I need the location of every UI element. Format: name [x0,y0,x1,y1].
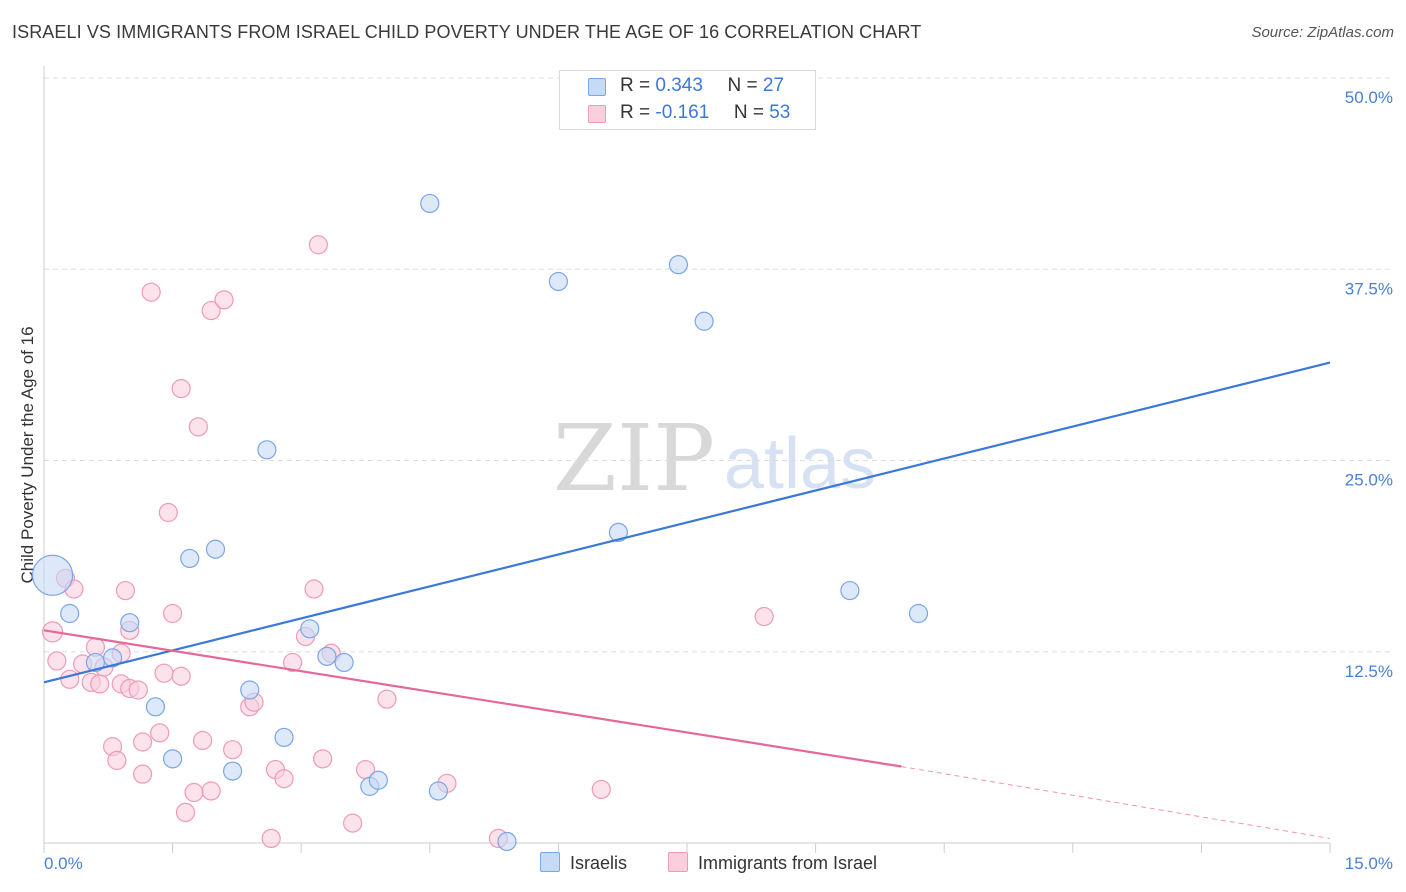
data-point-israelis [163,749,183,769]
legend-r-label: R = [620,75,651,96]
source-label: Source: ZipAtlas.com [1251,24,1394,41]
data-point-israelis [180,548,200,569]
trend-line-israelis [43,361,1331,684]
data-point-immigrants [115,580,136,601]
data-point-israelis [840,580,860,601]
data-point-immigrants [283,652,303,673]
data-point-israelis [428,781,448,801]
legend-swatch-blue [588,78,606,96]
bottom-legend-label-immigrants: Immigrants from Israel [698,853,878,873]
data-point-immigrants [171,666,191,686]
data-point-immigrants [132,764,153,784]
bottom-legend-label-israelis: Israelis [570,853,628,873]
data-point-immigrants [591,779,611,800]
data-point-israelis [223,761,243,781]
data-point-immigrants [90,674,110,694]
data-point-israelis [240,680,260,700]
data-point-israelis [145,697,166,717]
trend-line-immigrants [43,629,902,768]
series-immigrants-from-israel [41,235,774,849]
trend-line-immigrants-extension [901,766,1331,839]
legend-r-value-pink: -0.161 [655,102,710,123]
bottom-legend-immigrants: Immigrants from Israel [668,852,877,874]
data-point-immigrants [201,300,221,321]
y-tick-label: 12.5% [1345,662,1393,681]
legend-n-value-pink: 53 [769,102,791,123]
data-point-israelis [368,770,388,790]
data-point-israelis [102,648,123,668]
trend-lines [43,361,1331,839]
legend-r-value-blue: 0.343 [655,75,703,96]
data-point-immigrants [107,750,127,770]
data-point-immigrants [47,651,67,671]
data-point-immigrants [223,740,243,760]
data-point-immigrants [128,680,148,700]
tick-labels: 12.5% 25.0% 37.5% 50.0% 0.0% 15.0% [44,88,1393,873]
data-point-israelis [120,613,140,633]
data-point-immigrants [175,802,196,823]
data-point-israelis [420,193,440,214]
series-israelis [31,193,929,852]
legend-r-label: R = [620,102,651,123]
data-point-immigrants [184,782,204,803]
data-point-immigrants [304,579,324,599]
data-point-immigrants [201,781,221,801]
data-point-israelis [668,255,689,275]
data-point-israelis [908,603,929,624]
data-point-immigrants [377,689,397,709]
data-point-immigrants [308,235,328,255]
data-point-immigrants [261,828,281,849]
data-point-immigrants [60,669,80,689]
correlation-legend: R = 0.343 N = 27 R = -0.161 N = 53 [559,70,816,130]
bottom-legend-israelis: Israelis [540,852,627,874]
axes [43,66,1331,853]
data-point-israelis [274,727,294,748]
data-point-israelis [334,652,354,673]
bottom-legend-swatch-blue [540,852,560,872]
data-point-israelis [694,311,714,331]
watermark-zip: ZIP [553,405,715,512]
x-tick-label-min: 0.0% [44,854,83,873]
data-point-immigrants [154,663,174,683]
data-point-israelis [257,440,277,460]
watermark: ZIP atlas [553,405,876,512]
watermark-atlas: atlas [724,424,876,504]
data-point-israelis [31,554,74,596]
data-point-immigrants [188,417,208,437]
data-point-israelis [205,539,226,559]
data-point-israelis [497,831,517,852]
data-point-immigrants [150,723,170,743]
data-point-immigrants [132,732,153,752]
data-point-immigrants [274,769,294,789]
legend-n-label: N = [727,75,758,96]
data-point-immigrants [214,290,234,310]
legend-n-value-blue: 27 [762,75,785,96]
legend-n-label: N = [733,102,764,123]
data-point-israelis [300,619,320,639]
data-point-immigrants [343,813,363,833]
data-point-immigrants [193,730,213,751]
data-point-immigrants [313,749,333,769]
bottom-legend-swatch-pink [668,852,688,872]
legend-swatch-pink [588,105,606,123]
data-point-immigrants [171,378,191,399]
gridlines [44,77,1392,653]
data-point-israelis [60,603,80,624]
data-point-immigrants [158,502,178,523]
data-point-immigrants [163,603,183,624]
y-tick-label: 50.0% [1345,88,1393,107]
y-tick-label: 25.0% [1345,471,1393,490]
data-point-immigrants [754,606,774,627]
data-point-israelis [608,522,629,543]
x-tick-label-max: 15.0% [1345,854,1393,873]
chart-title: ISRAELI VS IMMIGRANTS FROM ISRAEL CHILD … [12,22,922,42]
data-point-israelis [548,271,569,292]
data-point-immigrants [141,282,161,302]
data-point-israelis [317,646,337,666]
y-tick-label: 37.5% [1345,279,1393,298]
